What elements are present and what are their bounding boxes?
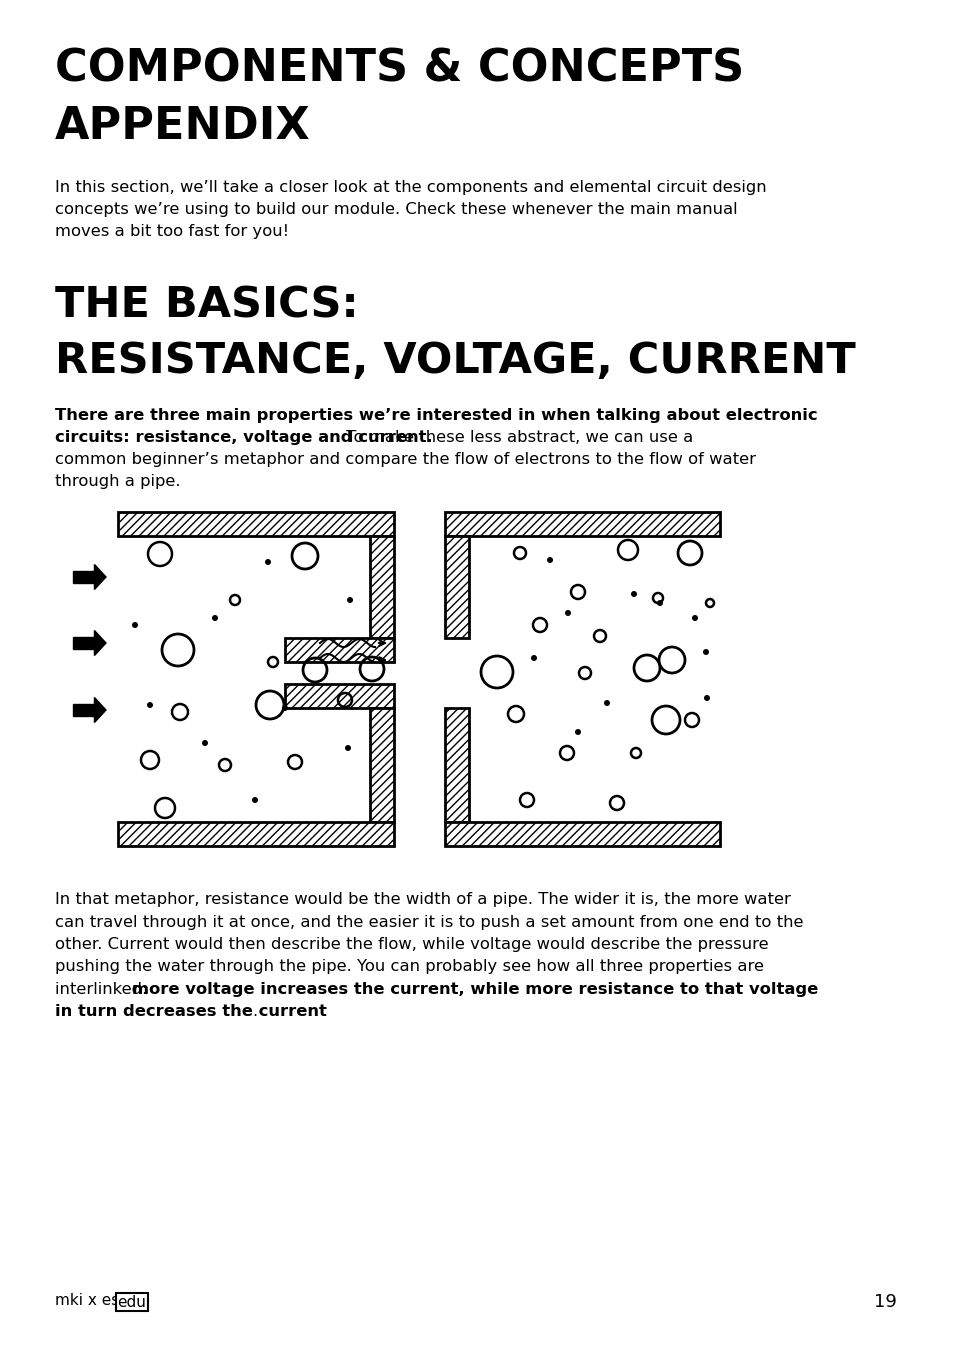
Polygon shape (94, 630, 106, 656)
Bar (73, 571, 94, 583)
Circle shape (564, 610, 571, 616)
Circle shape (345, 745, 351, 751)
Text: pushing the water through the pipe. You can probably see how all three propertie: pushing the water through the pipe. You … (55, 960, 763, 975)
Circle shape (282, 705, 288, 711)
Bar (370, 707, 394, 822)
Circle shape (703, 695, 709, 701)
Bar (73, 637, 94, 649)
Text: mki x es: mki x es (55, 1293, 119, 1308)
Text: RESISTANCE, VOLTAGE, CURRENT: RESISTANCE, VOLTAGE, CURRENT (55, 340, 855, 382)
Text: in turn decreases the current: in turn decreases the current (55, 1004, 327, 1019)
Bar (444, 707, 469, 822)
Text: concepts we’re using to build our module. Check these whenever the main manual: concepts we’re using to build our module… (55, 202, 737, 217)
Polygon shape (94, 564, 106, 590)
Text: can travel through it at once, and the easier it is to push a set amount from on: can travel through it at once, and the e… (55, 914, 802, 930)
Bar (444, 536, 469, 639)
Text: circuits: resistance, voltage and current.: circuits: resistance, voltage and curren… (55, 431, 432, 446)
Text: 19: 19 (873, 1293, 896, 1311)
Text: To make these less abstract, we can use a: To make these less abstract, we can use … (340, 431, 692, 446)
Text: COMPONENTS & CONCEPTS: COMPONENTS & CONCEPTS (55, 49, 743, 90)
Circle shape (147, 702, 152, 707)
Bar (444, 512, 720, 536)
Polygon shape (94, 698, 106, 722)
Text: moves a bit too fast for you!: moves a bit too fast for you! (55, 224, 289, 239)
Bar (370, 536, 394, 639)
FancyBboxPatch shape (116, 1293, 148, 1311)
Text: APPENDIX: APPENDIX (55, 105, 311, 148)
Circle shape (546, 558, 553, 563)
Text: common beginner’s metaphor and compare the flow of electrons to the flow of wate: common beginner’s metaphor and compare t… (55, 452, 755, 467)
Text: more voltage increases the current, while more resistance to that voltage: more voltage increases the current, whil… (132, 981, 817, 998)
Text: other. Current would then describe the flow, while voltage would describe the pr: other. Current would then describe the f… (55, 937, 768, 952)
Text: THE BASICS:: THE BASICS: (55, 285, 358, 327)
Bar (118, 512, 394, 536)
Circle shape (657, 599, 662, 606)
Text: In this section, we’ll take a closer look at the components and elemental circui: In this section, we’ll take a closer loo… (55, 180, 766, 194)
Text: interlinked:: interlinked: (55, 981, 152, 998)
Circle shape (575, 729, 580, 734)
Text: In that metaphor, resistance would be the width of a pipe. The wider it is, the : In that metaphor, resistance would be th… (55, 892, 790, 907)
Bar (118, 822, 394, 846)
Bar (444, 822, 720, 846)
Text: edu: edu (117, 1295, 146, 1309)
Circle shape (132, 622, 138, 628)
Text: .: . (252, 1004, 257, 1019)
Text: There are three main properties we’re interested in when talking about electroni: There are three main properties we’re in… (55, 408, 817, 423)
Circle shape (212, 616, 218, 621)
Text: through a pipe.: through a pipe. (55, 474, 180, 489)
Circle shape (603, 701, 609, 706)
Circle shape (265, 559, 271, 566)
Circle shape (702, 649, 708, 655)
Circle shape (691, 616, 698, 621)
Circle shape (202, 740, 208, 747)
Bar (285, 639, 394, 662)
Circle shape (531, 655, 537, 662)
Bar (73, 703, 94, 717)
Circle shape (347, 597, 353, 603)
Circle shape (630, 591, 637, 597)
Circle shape (252, 796, 257, 803)
Bar (285, 684, 394, 707)
